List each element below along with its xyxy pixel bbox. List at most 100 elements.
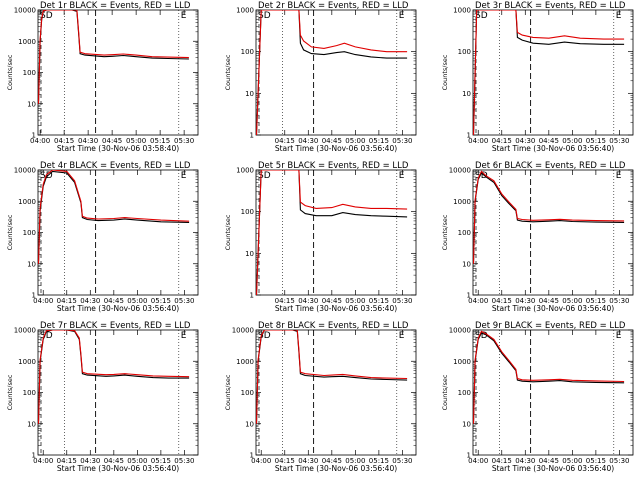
series-line-events xyxy=(256,10,408,135)
y-tick-label: 10 xyxy=(245,90,254,98)
marker-e: E xyxy=(616,171,622,181)
x-tick-label: 04:15 xyxy=(492,457,512,465)
series-line-lld xyxy=(38,170,190,264)
y-tick-label: 1 xyxy=(250,292,254,300)
series-line-lld xyxy=(473,170,625,264)
series-line-lld xyxy=(38,10,189,104)
y-axis-label: Counts/sec xyxy=(6,214,14,250)
x-tick-label: 04:45 xyxy=(539,457,559,465)
x-tick-label: 04:15 xyxy=(275,297,295,305)
x-tick-label: 04:45 xyxy=(322,297,342,305)
y-axis-label: Counts/sec xyxy=(224,374,232,410)
y-tick-label: 1 xyxy=(32,132,36,140)
plot-frame xyxy=(472,169,634,296)
marker-e: E xyxy=(181,11,187,21)
x-axis-label: Start Time (30-Nov-06 03:56:40) xyxy=(275,304,397,313)
x-tick-label: 05:30 xyxy=(174,457,194,465)
marker-e: E xyxy=(399,171,405,181)
y-tick-label: 10000 xyxy=(232,327,254,335)
marker-e: E xyxy=(616,331,622,341)
x-tick-label: 05:15 xyxy=(151,457,171,465)
x-tick-label: 05:15 xyxy=(369,457,389,465)
plot-frame xyxy=(255,9,417,136)
series-line-events xyxy=(473,10,625,135)
y-tick-label: 1000 xyxy=(453,198,471,206)
x-tick-label: 04:00 xyxy=(468,297,488,305)
x-tick-label: 04:45 xyxy=(104,457,124,465)
x-tick-label: 04:45 xyxy=(322,457,342,465)
y-tick-label: 100 xyxy=(23,69,36,77)
x-tick-label: 05:15 xyxy=(586,137,606,145)
series-line-lld xyxy=(256,170,408,295)
chart-title: Det 8r BLACK = Events, RED = LLD xyxy=(258,321,409,331)
y-axis-label: Counts/sec xyxy=(441,374,449,410)
y-tick-label: 1 xyxy=(467,452,471,460)
y-tick-label: 100 xyxy=(458,48,471,56)
chart-title: Det 4r BLACK = Events, RED = LLD xyxy=(40,161,191,171)
x-tick-label: 04:30 xyxy=(80,297,100,305)
x-tick-label: 04:00 xyxy=(33,297,53,305)
y-tick-label: 10 xyxy=(27,420,36,428)
y-tick-label: 1 xyxy=(32,452,36,460)
plot-frame xyxy=(37,9,199,136)
marker-sd: SD xyxy=(475,331,488,341)
x-tick-label: 05:00 xyxy=(562,137,582,145)
x-tick-label: 05:30 xyxy=(174,137,194,145)
x-axis-label: Start Time (30-Nov-06 03:56:40) xyxy=(492,304,614,313)
x-tick-label: 05:15 xyxy=(369,297,389,305)
plot-frame xyxy=(255,169,417,296)
x-tick-label: 04:30 xyxy=(298,137,318,145)
series-line-lld xyxy=(256,10,408,135)
series-line-events xyxy=(38,330,190,424)
y-tick-label: 10000 xyxy=(449,327,471,335)
y-tick-label: 1 xyxy=(250,452,254,460)
x-tick-label: 04:00 xyxy=(251,457,271,465)
y-tick-label: 1000 xyxy=(453,7,471,15)
series-line-events xyxy=(473,332,625,424)
y-tick-label: 10000 xyxy=(449,167,471,175)
x-tick-label: 04:15 xyxy=(275,457,295,465)
chart-title: Det 2r BLACK = Events, RED = LLD xyxy=(258,1,409,11)
marker-sd: SD xyxy=(475,11,488,21)
y-tick-label: 10000 xyxy=(14,167,36,175)
marker-sd: SD xyxy=(258,171,271,181)
x-axis-label: Start Time (30-Nov-06 03:56:40) xyxy=(492,144,614,153)
chart-title: Det 3r BLACK = Events, RED = LLD xyxy=(475,1,626,11)
x-tick-label: 04:45 xyxy=(322,137,342,145)
x-tick-label: 05:00 xyxy=(562,457,582,465)
y-tick-label: 1000 xyxy=(18,358,36,366)
plot-frame xyxy=(255,329,417,456)
y-tick-label: 10 xyxy=(462,420,471,428)
x-tick-label: 05:30 xyxy=(174,297,194,305)
plot-frame xyxy=(37,329,199,456)
y-axis-label: Counts/sec xyxy=(441,54,449,90)
y-tick-label: 100 xyxy=(241,389,254,397)
y-axis-label: Counts/sec xyxy=(6,374,14,410)
x-tick-label: 05:30 xyxy=(392,297,412,305)
x-tick-label: 04:15 xyxy=(57,297,77,305)
y-tick-label: 10 xyxy=(27,100,36,108)
x-tick-label: 04:30 xyxy=(298,457,318,465)
x-tick-label: 05:00 xyxy=(127,297,147,305)
y-axis-label: Counts/sec xyxy=(441,214,449,250)
y-tick-label: 10 xyxy=(462,90,471,98)
x-tick-label: 05:00 xyxy=(345,297,365,305)
x-tick-label: 05:00 xyxy=(345,137,365,145)
y-tick-label: 1 xyxy=(467,132,471,140)
x-tick-label: 04:30 xyxy=(515,297,535,305)
x-axis-label: Start Time (30-Nov-06 03:56:40) xyxy=(57,304,179,313)
x-tick-label: 04:30 xyxy=(80,457,100,465)
plot-frame xyxy=(472,329,634,456)
y-axis-label: Counts/sec xyxy=(6,54,14,90)
marker-e: E xyxy=(181,331,187,341)
x-tick-label: 05:30 xyxy=(609,457,629,465)
series-line-events xyxy=(473,172,625,264)
marker-sd: SD xyxy=(475,171,488,181)
marker-e: E xyxy=(399,11,405,21)
